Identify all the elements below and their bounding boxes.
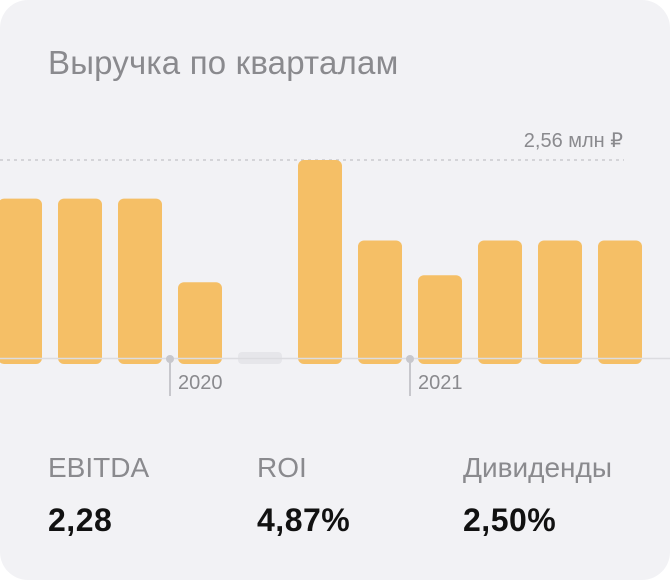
metric-label: Дивиденды — [463, 452, 612, 483]
revenue-chart: 2,56 млн ₽ 2020 2021 — [0, 130, 670, 396]
card-title: Выручка по кварталам — [48, 44, 399, 81]
bar — [298, 160, 342, 364]
bar — [478, 240, 522, 364]
metric-value: 2,28 — [48, 502, 113, 538]
bar — [118, 198, 162, 364]
metric-value: 4,87% — [257, 502, 351, 538]
metric-ebitda: EBITDA 2,28 — [48, 452, 149, 539]
bar — [358, 240, 402, 364]
reference-label: 2,56 млн ₽ — [524, 130, 624, 152]
metric-value: 2,50% — [463, 502, 557, 538]
metric-dividends: Дивиденды 2,50% — [463, 452, 612, 539]
bar — [58, 198, 102, 364]
bar — [418, 275, 462, 364]
bar — [538, 240, 582, 364]
metric-label: ROI — [257, 452, 307, 483]
bar — [178, 282, 222, 364]
year-label: 2021 — [418, 372, 463, 394]
bars-group — [0, 160, 642, 364]
metric-roi: ROI 4,87% — [257, 452, 350, 539]
year-label: 2020 — [178, 372, 223, 394]
bar — [598, 240, 642, 364]
year-markers-group: 2020 2021 — [166, 355, 463, 396]
bar — [0, 198, 42, 364]
metric-label: EBITDA — [48, 452, 150, 483]
